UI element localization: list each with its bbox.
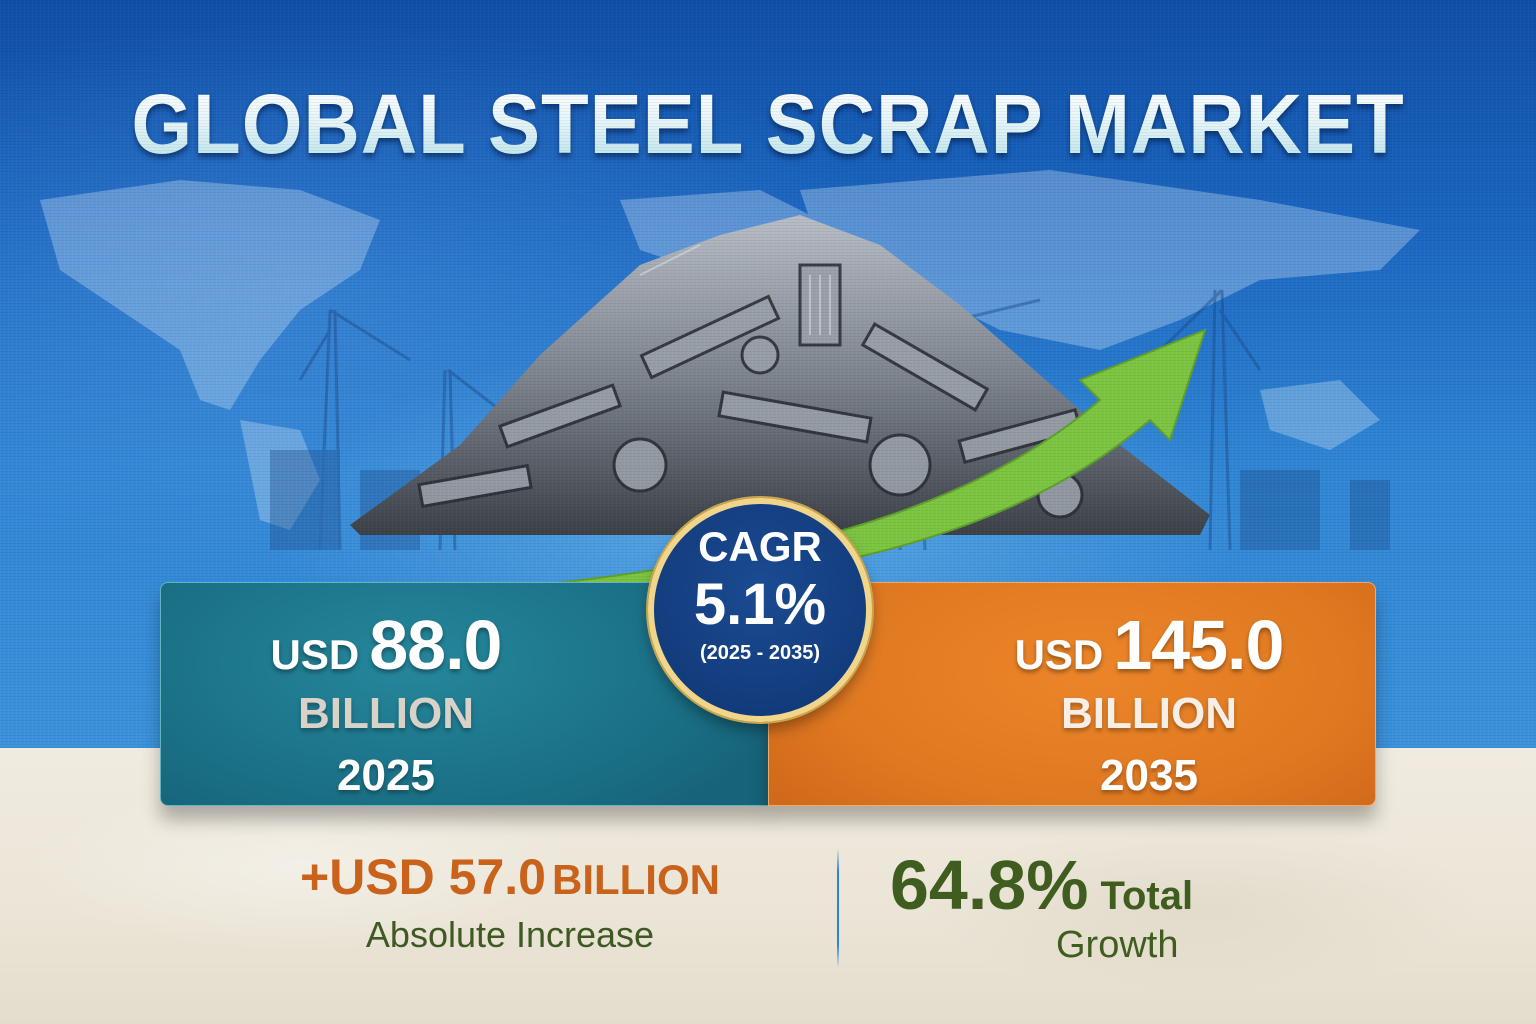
- absolute-increase-label: Absolute Increase: [365, 914, 655, 955]
- total-growth-stat: 64.8% Total Growth: [890, 850, 1350, 967]
- absolute-increase-unit: BILLION: [552, 856, 720, 903]
- cagr-value: 5.1%: [693, 572, 827, 637]
- port-cranes-icon: [270, 288, 1390, 550]
- steel-scrap-pile-icon: [350, 215, 1210, 535]
- stat-divider: [837, 848, 839, 968]
- cagr-badge: CAGR 5.1% (2025 - 2035): [648, 498, 872, 722]
- cagr-label: CAGR: [698, 523, 822, 570]
- year-label: 2025: [337, 751, 435, 800]
- absolute-increase-stat: +USD 57.0 BILLION Absolute Increase: [200, 852, 820, 956]
- currency-label: USD: [1014, 631, 1104, 678]
- growth-label: Growth: [1056, 924, 1179, 966]
- market-value-2035: 145.0: [1113, 606, 1284, 684]
- absolute-increase-value: +USD 57.0: [300, 849, 546, 905]
- total-growth-value: 64.8%: [890, 846, 1089, 924]
- currency-label: USD: [270, 631, 360, 678]
- unit-label: BILLION: [298, 689, 474, 738]
- year-label: 2035: [1100, 751, 1198, 800]
- cagr-range: (2025 - 2035): [699, 642, 821, 664]
- market-value-2025: 88.0: [369, 606, 502, 684]
- total-growth-word: Total: [1100, 874, 1194, 918]
- unit-label: BILLION: [1061, 689, 1237, 738]
- page-title: GLOBAL STEEL SCRAP MARKET: [54, 82, 1482, 166]
- hero-background: GLOBAL STEEL SCRAP MARKET: [0, 0, 1536, 748]
